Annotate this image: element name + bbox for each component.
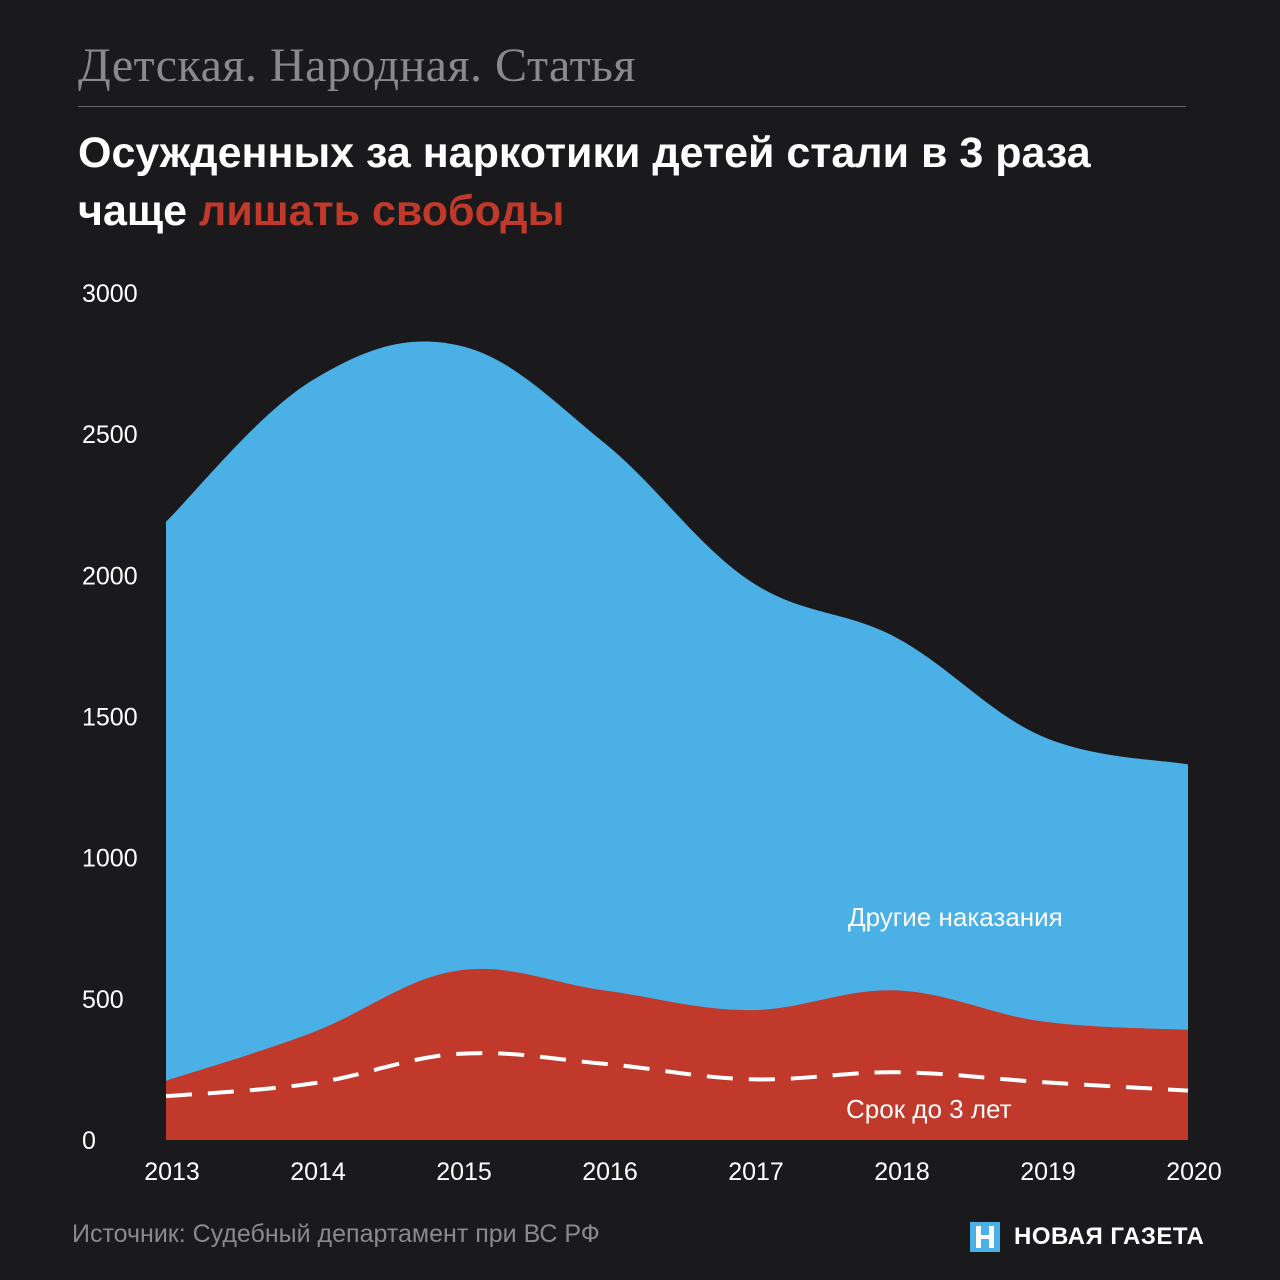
y-axis: 0 500 1000 1500 2000 2500 3000 (82, 280, 138, 1155)
source-note: Источник: Судебный департамент при ВС РФ (72, 1220, 600, 1248)
y-tick-label: 1500 (82, 704, 138, 732)
x-axis: 2013 2014 2015 2016 2017 2018 2019 2020 (144, 1158, 1222, 1186)
x-tick-label: 2016 (582, 1158, 638, 1186)
y-tick-label: 500 (82, 986, 124, 1014)
y-tick-label: 2500 (82, 421, 138, 449)
kicker-title: Детская. Народная. Статья (78, 39, 637, 92)
area-imprisonment (166, 968, 1188, 1140)
x-tick-label: 2015 (436, 1158, 492, 1186)
series-label-term-up-to-3-years: Срок до 3 лет (846, 1094, 1012, 1124)
x-tick-label: 2013 (144, 1158, 200, 1186)
x-tick-label: 2019 (1020, 1158, 1076, 1186)
headline-accent: лишать свободы (199, 187, 565, 235)
brand-logo: НОВАЯ ГАЗЕТА (970, 1222, 1204, 1252)
y-tick-label: 1000 (82, 845, 138, 873)
brand-name: НОВАЯ ГАЗЕТА (1014, 1223, 1205, 1250)
x-tick-label: 2020 (1166, 1158, 1222, 1186)
series-label-other-punishments: Другие наказания (848, 902, 1063, 932)
y-tick-label: 0 (82, 1127, 96, 1155)
headline-main: Осужденных за наркотики детей стали в 3 … (78, 129, 1091, 235)
chart-areas (165, 341, 1189, 1141)
y-tick-label: 3000 (82, 280, 138, 308)
line-term-up-to-3-years (165, 1051, 1189, 1099)
series-labels: Другие наказания Срок до 3 лет (846, 902, 1063, 1124)
newspaper-logo-icon (970, 1222, 1000, 1252)
x-tick-label: 2018 (874, 1158, 930, 1186)
header-divider (78, 106, 1186, 107)
x-tick-label: 2014 (290, 1158, 346, 1186)
x-tick-label: 2017 (728, 1158, 784, 1186)
y-tick-label: 2000 (82, 562, 138, 590)
headline: Осужденных за наркотики детей стали в 3 … (78, 124, 1208, 240)
area-other-punishments (166, 341, 1188, 1141)
